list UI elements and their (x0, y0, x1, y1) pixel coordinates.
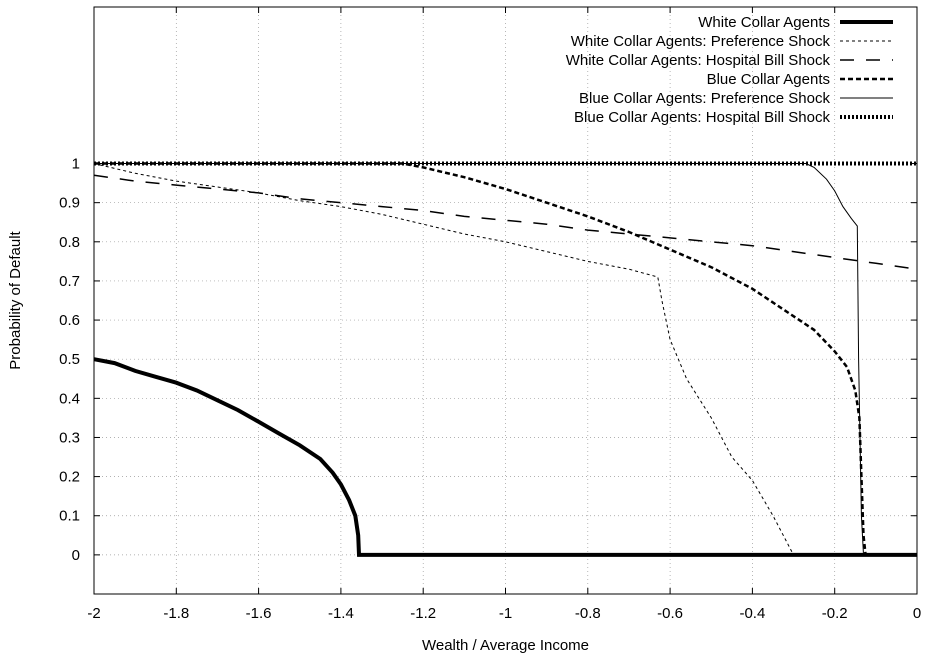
legend-label: White Collar Agents (698, 14, 830, 31)
x-tick-label: -1.8 (163, 605, 189, 622)
y-axis-label: Probability of Default (7, 230, 24, 369)
y-tick-label: 0.4 (59, 390, 80, 407)
y-tick-label: 0.7 (59, 273, 80, 290)
legend-label: Blue Collar Agents: Preference Shock (579, 90, 830, 107)
legend: White Collar Agents White Collar Agents: … (566, 14, 893, 126)
tick-labels: -2 -1.8 -1.6 -1.4 -1.2 -1 -0.8 -0.6 -0.4 -0.2 0 0 0.… (59, 156, 921, 622)
x-tick-label: -1 (499, 605, 512, 622)
series-line-3 (93, 174, 918, 270)
y-tick-label: 0.1 (59, 508, 80, 525)
y-tick-label: 0.8 (59, 234, 80, 251)
x-tick-label: 0 (913, 605, 921, 622)
x-axis-label: Wealth / Average Income (422, 637, 589, 654)
legend-label: White Collar Agents: Preference Shock (571, 33, 831, 50)
series-line-1 (93, 357, 917, 557)
y-tick-label: 0 (72, 547, 80, 564)
tick-marks (93, 7, 918, 594)
x-tick-label: -1.2 (410, 605, 436, 622)
x-tick-label: -0.8 (575, 605, 601, 622)
y-tick-label: 0.2 (59, 469, 80, 486)
y-tick-label: 1 (72, 156, 80, 173)
y-tick-label: 0.6 (59, 312, 80, 329)
x-tick-label: -2 (87, 605, 100, 622)
x-tick-label: -1.6 (246, 605, 272, 622)
legend-label: White Collar Agents: Hospital Bill Shock (566, 52, 831, 69)
legend-label: Blue Collar Agents: Hospital Bill Shock (574, 109, 830, 126)
x-tick-label: -0.2 (822, 605, 848, 622)
x-tick-label: -0.6 (657, 605, 683, 622)
x-tick-label: -1.4 (328, 605, 354, 622)
y-tick-label: 0.3 (59, 429, 80, 446)
y-tick-label: 0.5 (59, 351, 80, 368)
series-line-5 (94, 163, 917, 556)
y-tick-label: 0.9 (59, 195, 80, 212)
x-tick-label: -0.4 (739, 605, 765, 622)
series-layer (93, 161, 918, 557)
legend-label: Blue Collar Agents (707, 71, 830, 88)
